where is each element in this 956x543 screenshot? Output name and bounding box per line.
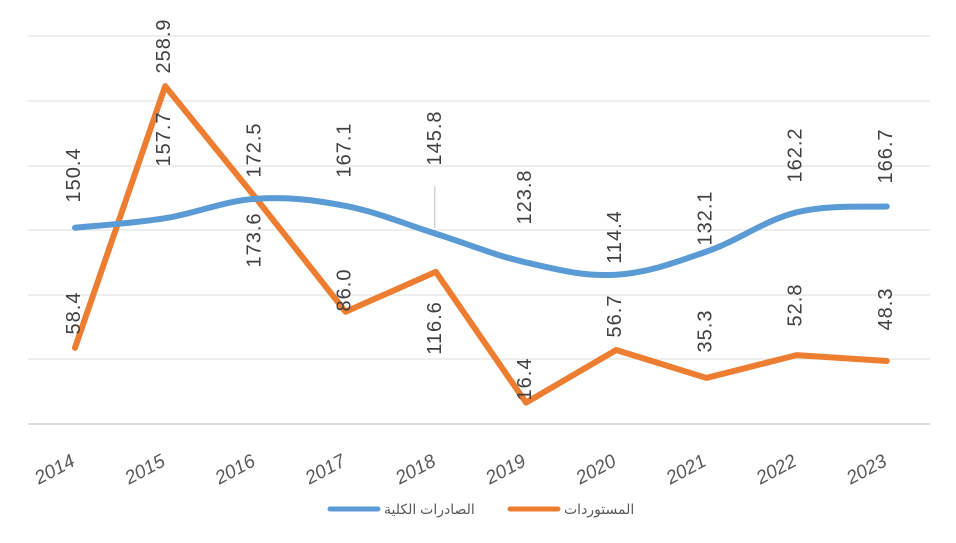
x-tick-label: 2017 — [301, 450, 350, 490]
data-label-exports: 150.4 — [63, 147, 85, 202]
x-tick-label: 2022 — [752, 451, 800, 490]
series-lines — [72, 83, 890, 406]
legend-label-imports: المستوردات — [564, 501, 634, 518]
x-tick-label: 2018 — [391, 451, 439, 490]
x-tick-label: 2020 — [572, 451, 620, 490]
x-tick-label: 2019 — [482, 451, 530, 490]
data-label-imports: 173.6 — [243, 212, 265, 267]
x-axis-ticks: 2014 2015 2016 2017 2018 2019 2020 2021 2022 2023 — [31, 450, 891, 490]
data-label-imports: 258.9 — [153, 18, 175, 73]
data-label-imports: 16.4 — [514, 358, 536, 401]
x-tick-label: 2014 — [31, 451, 79, 490]
data-label-exports: 166.7 — [875, 128, 897, 183]
data-label-imports: 58.4 — [63, 292, 85, 335]
data-label-imports: 35.3 — [694, 310, 716, 353]
data-label-exports: 145.8 — [424, 110, 446, 165]
data-label-imports: 86.0 — [334, 269, 356, 312]
legend-label-exports: الصادرات الكلية — [384, 501, 475, 518]
data-label-exports: 162.2 — [785, 127, 807, 182]
data-label-exports: 157.7 — [153, 111, 175, 166]
data-label-imports: 48.3 — [875, 288, 897, 331]
data-label-exports: 172.5 — [243, 122, 265, 177]
data-label-imports: 116.6 — [424, 301, 446, 355]
data-label-imports: 52.8 — [785, 284, 807, 327]
series-line-imports — [72, 83, 890, 406]
x-tick-label: 2015 — [121, 451, 169, 490]
legend: الصادرات الكلية المستوردات — [327, 501, 634, 518]
data-labels: 150.4 157.7 172.5 167.1 145.8 123.8 114.4 132.1… — [63, 18, 897, 400]
x-tick-label: 2016 — [211, 451, 259, 490]
data-label-imports: 56.7 — [604, 295, 626, 338]
data-label-exports: 123.8 — [514, 169, 536, 224]
data-label-exports: 167.1 — [334, 122, 356, 177]
x-tick-label: 2023 — [842, 451, 890, 490]
data-label-exports: 114.4 — [604, 210, 626, 264]
data-label-exports: 132.1 — [694, 190, 716, 245]
series-line-exports — [72, 195, 890, 279]
x-tick-label: 2021 — [662, 451, 710, 490]
